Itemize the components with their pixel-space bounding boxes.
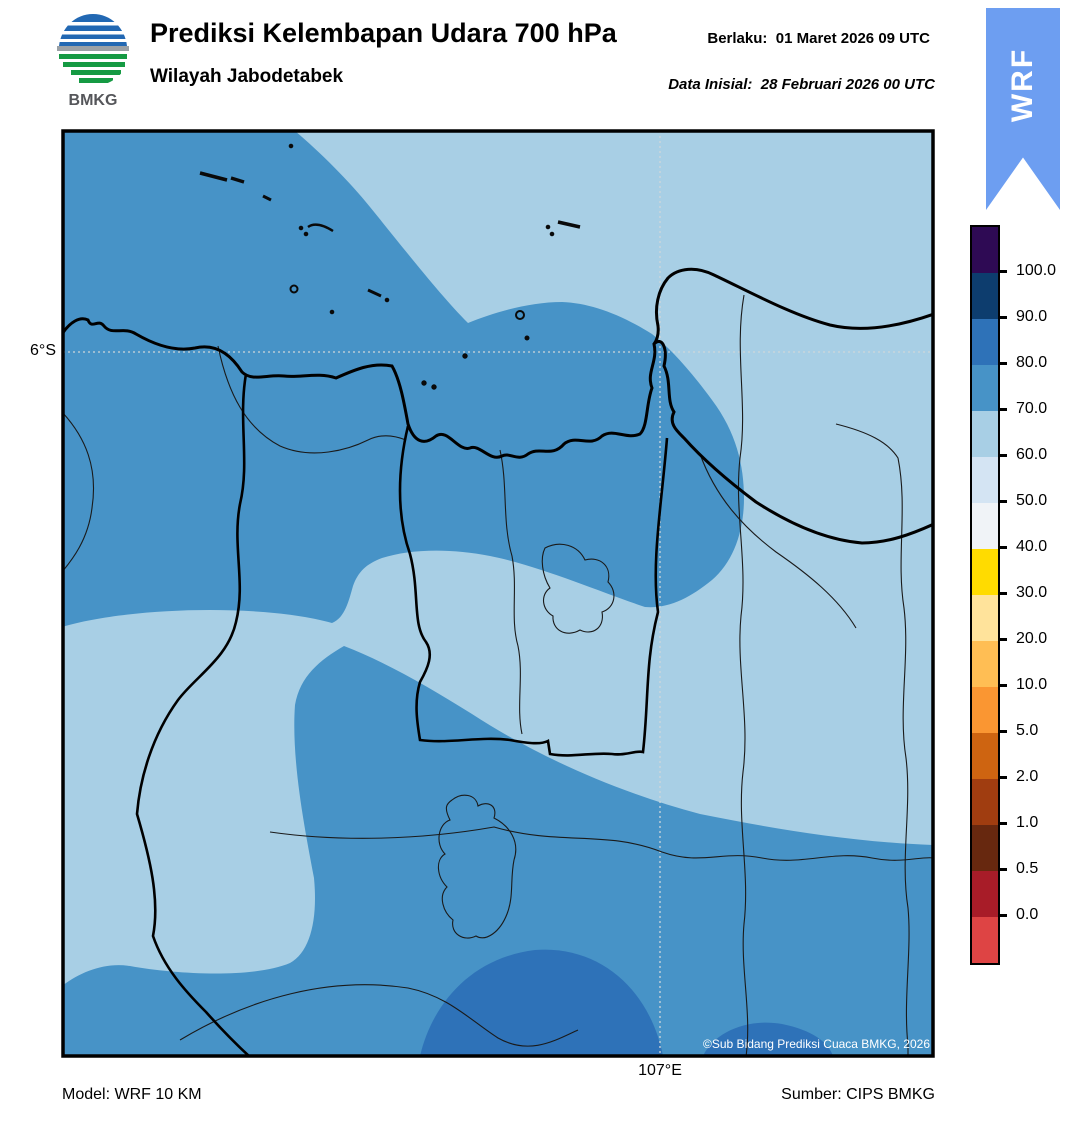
colorbar-segment	[972, 365, 998, 411]
page-subtitle: Wilayah Jabodetabek	[150, 66, 344, 87]
colorbar-segment	[972, 733, 998, 779]
colorbar-ticks: 100.0 90.0 80.0 70.0 60.0 50.0 40.0 30.0 20.0 10.…	[998, 225, 1078, 961]
map-frame	[61, 129, 935, 1058]
latitude-tick-label: 6°S	[30, 342, 56, 359]
colorbar-segment	[972, 227, 998, 273]
init-value: 28 Februari 2026 00 UTC	[760, 76, 935, 93]
colorbar-segment	[972, 687, 998, 733]
colorbar-tick-label: 80.0	[1016, 354, 1048, 371]
colorbar-tick-label: 50.0	[1016, 492, 1048, 509]
colorbar-segment	[972, 595, 998, 641]
islands	[199, 143, 581, 390]
colorbar	[970, 225, 1000, 965]
colorbar-tick	[998, 361, 1007, 365]
colorbar-tick	[998, 821, 1007, 825]
colorbar-segment	[972, 779, 998, 825]
colorbar-tick-label: 1.0	[1016, 814, 1039, 831]
colorbar-segment	[972, 549, 998, 595]
colorbar-tick-label: 30.0	[1016, 584, 1048, 601]
colorbar-tick-label: 20.0	[1016, 630, 1048, 647]
colorbar-tick	[998, 775, 1007, 779]
colorbar-tick	[998, 729, 1007, 733]
colorbar-segment	[972, 641, 998, 687]
colorbar-tick-label: 0.0	[1016, 906, 1039, 923]
valid-label: Berlaku:	[707, 30, 768, 47]
colorbar-tick	[998, 407, 1007, 411]
colorbar-tick-label: 60.0	[1016, 446, 1048, 463]
colorbar-segment	[972, 871, 998, 917]
colorbar-tick	[998, 591, 1007, 595]
bmkg-logo: BMKG	[55, 10, 131, 108]
colorbar-tick	[998, 683, 1007, 687]
contour-region-60-70	[63, 131, 933, 986]
admin-boundaries	[63, 294, 933, 1056]
colorbar-tick-label: 70.0	[1016, 400, 1048, 417]
source-label: Sumber: CIPS BMKG	[781, 1086, 935, 1103]
colorbar-tick	[998, 867, 1007, 871]
colorbar-segment	[972, 319, 998, 365]
colorbar-tick	[998, 545, 1007, 549]
contour-region-80-90-b	[703, 1022, 833, 1056]
colorbar-tick-label: 5.0	[1016, 722, 1039, 739]
model-label: Model: WRF 10 KM	[62, 1086, 202, 1103]
colorbar-tick	[998, 637, 1007, 641]
colorbar-tick	[998, 499, 1007, 503]
province-boundaries	[135, 373, 669, 1056]
colorbar-segment	[972, 457, 998, 503]
bmkg-logo-text: BMKG	[69, 92, 118, 108]
init-label: Data Inisial:	[668, 76, 753, 93]
copyright-text: ©Sub Bidang Prediksi Cuaca BMKG, 2026	[703, 1037, 930, 1051]
colorbar-segment	[972, 825, 998, 871]
page-title: Prediksi Kelembapan Udara 700 hPa	[150, 18, 617, 48]
colorbar-tick-label: 2.0	[1016, 768, 1039, 785]
longitude-tick-label: 107°E	[638, 1062, 682, 1079]
colorbar-segment	[972, 917, 998, 963]
contour-region-80-90	[420, 949, 663, 1056]
colorbar-tick-label: 0.5	[1016, 860, 1039, 877]
colorbar-tick	[998, 269, 1007, 273]
colorbar-tick-label: 90.0	[1016, 308, 1048, 325]
colorbar-tick-label: 100.0	[1016, 262, 1057, 279]
initial-data-time: Data Inisial: 28 Februari 2026 00 UTC	[415, 76, 935, 93]
colorbar-tick	[998, 453, 1007, 457]
colorbar-segment	[972, 411, 998, 457]
gridlines	[63, 131, 933, 1056]
colorbar-tick	[998, 913, 1007, 917]
valid-value: 01 Maret 2026 09 UTC	[775, 30, 930, 47]
colorbar-segment	[972, 273, 998, 319]
coastline	[63, 267, 933, 545]
colorbar-tick-label: 10.0	[1016, 676, 1048, 693]
colorbar-segment	[972, 503, 998, 549]
valid-time: Berlaku: 01 Maret 2026 09 UTC	[430, 30, 930, 47]
colorbar-tick-label: 40.0	[1016, 538, 1048, 555]
colorbar-tick	[998, 315, 1007, 319]
